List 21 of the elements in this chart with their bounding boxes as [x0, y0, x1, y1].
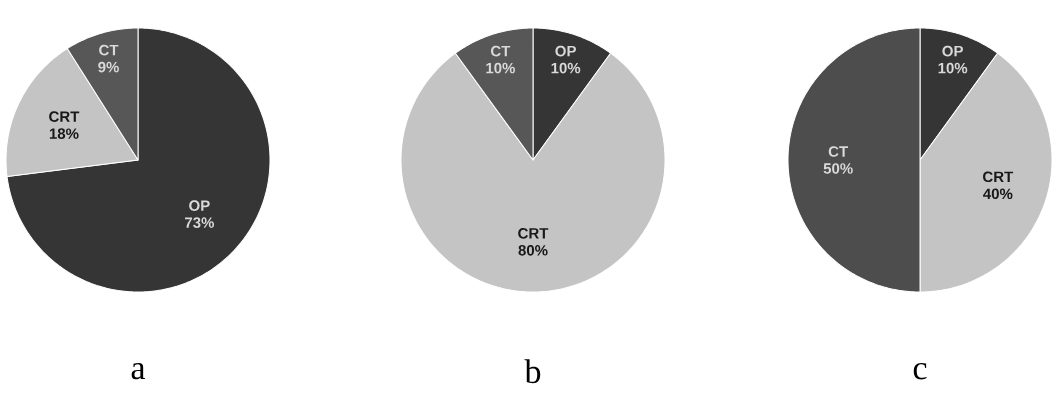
- slice-label: CRT: [518, 228, 549, 239]
- slice-label: OP: [555, 45, 576, 57]
- data-label: 73%: [185, 217, 215, 228]
- data-label: 10%: [938, 62, 968, 74]
- data-label: 50%: [823, 163, 853, 174]
- data-label: 80%: [518, 245, 548, 256]
- text: c: [913, 363, 927, 380]
- slice-label: CT: [490, 45, 511, 57]
- slice-label: CT: [828, 146, 848, 157]
- text: a: [131, 363, 146, 380]
- slice-label: CRT: [983, 171, 1014, 183]
- data-label: 18%: [49, 128, 79, 139]
- slice-label: CT: [99, 44, 119, 56]
- data-label: 40%: [983, 188, 1013, 200]
- data-label: 10%: [486, 62, 515, 74]
- data-label: 9%: [98, 61, 119, 73]
- text: b: [524, 359, 541, 384]
- slice-label: OP: [189, 200, 210, 211]
- slice-label: OP: [942, 45, 963, 57]
- slice-label: CRT: [49, 111, 80, 122]
- data-label: 10%: [551, 62, 581, 74]
